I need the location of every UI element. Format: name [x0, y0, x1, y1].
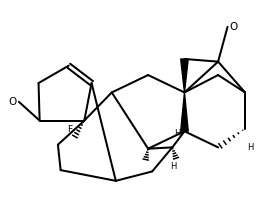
Text: F: F — [68, 125, 73, 134]
Polygon shape — [181, 59, 188, 92]
Polygon shape — [181, 92, 188, 131]
Text: H: H — [174, 129, 180, 138]
Text: H: H — [247, 143, 254, 152]
Text: O: O — [8, 97, 16, 107]
Text: H: H — [171, 162, 177, 171]
Text: O: O — [229, 22, 237, 32]
